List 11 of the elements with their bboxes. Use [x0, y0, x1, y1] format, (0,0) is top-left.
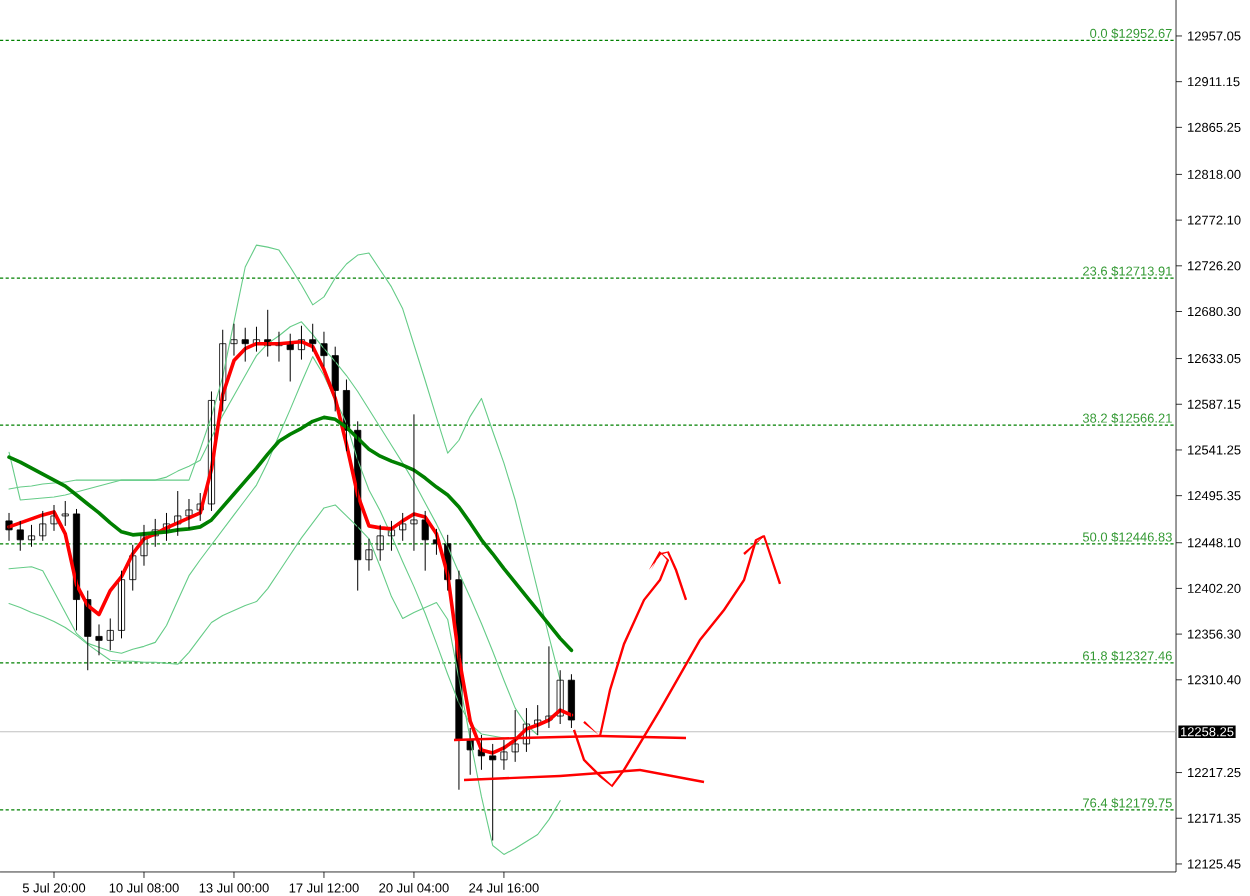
candlestick [556, 669, 564, 725]
candlestick [489, 743, 497, 842]
candlestick [387, 520, 396, 552]
candlestick [61, 500, 69, 527]
candlestick [27, 524, 36, 548]
candlestick [309, 323, 317, 353]
candlestick [252, 326, 261, 353]
candlestick [522, 707, 530, 753]
candlestick [297, 325, 306, 361]
candlestick [117, 570, 126, 639]
candlestick [545, 645, 553, 729]
